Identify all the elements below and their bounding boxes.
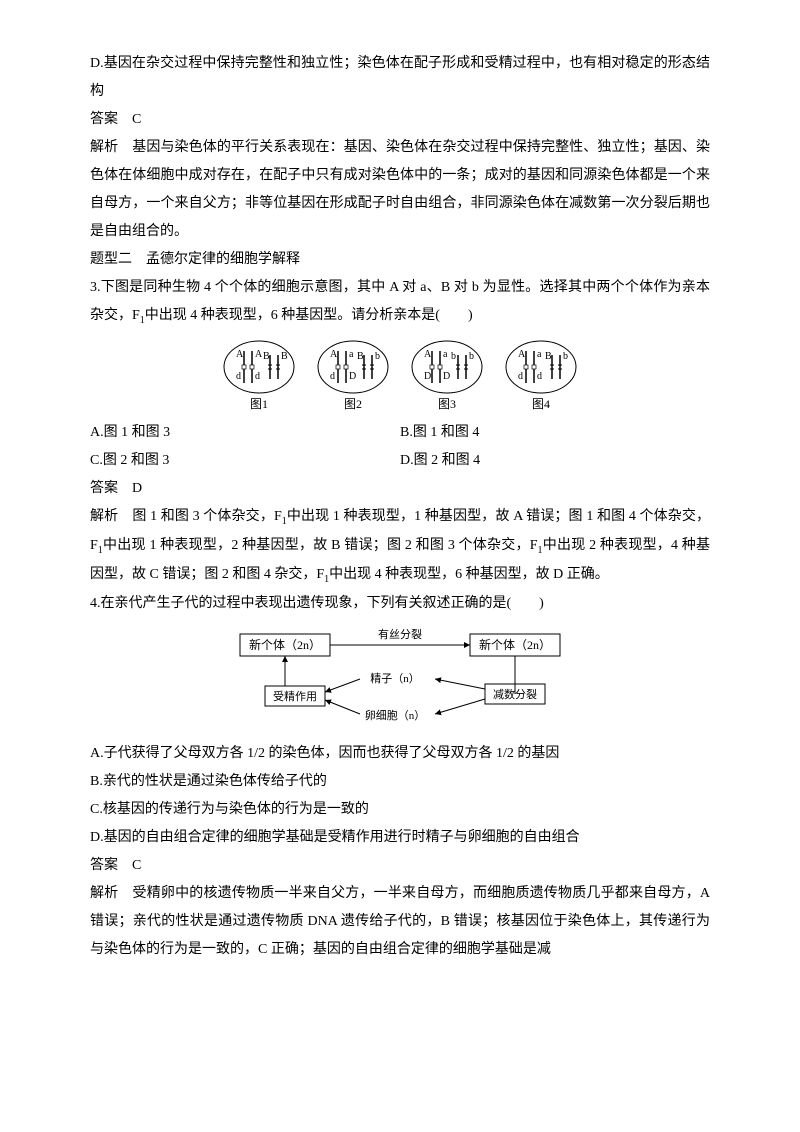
q4-opt-b: B.亲代的性状是通过染色体传给子代的	[90, 768, 710, 796]
explanation-3: 解析 图 1 和图 3 个体杂交，F1中出现 1 种表现型，1 种基因型，故 A…	[90, 503, 710, 589]
section-title-2: 题型二 孟德尔定律的细胞学解释	[90, 246, 710, 274]
question-4: 4.在亲代产生子代的过程中表现出遗传现象，下列有关叙述正确的是( )	[90, 590, 710, 618]
svg-text:新个体（2n）: 新个体（2n）	[479, 637, 551, 652]
svg-text:d: d	[255, 371, 260, 382]
explanation-1: 解析 基因与染色体的平行关系表现在：基因、染色体在杂交过程中保持完整性、独立性；…	[90, 134, 710, 246]
svg-text:d: d	[236, 371, 241, 382]
svg-text:减数分裂: 减数分裂	[493, 688, 537, 701]
q3-text-b: 中出现 4 种表现型，6 种基因型。请分析亲本是( )	[145, 308, 473, 323]
svg-text:b: b	[469, 351, 474, 362]
q3-opt-d: D.图 2 和图 4	[400, 447, 710, 475]
q3-opt-a: A.图 1 和图 3	[90, 419, 400, 447]
exp3-e: 中出现 4 种表现型，6 种基因型，故 D 正确。	[329, 567, 609, 582]
svg-text:D: D	[424, 371, 431, 382]
svg-text:新个体（2n）: 新个体（2n）	[249, 637, 321, 652]
svg-text:B: B	[545, 351, 552, 362]
svg-text:精子（n）: 精子（n）	[370, 672, 420, 685]
svg-text:B: B	[281, 351, 288, 362]
svg-text:a: a	[349, 349, 354, 360]
answer-4: 答案 C	[90, 852, 710, 880]
cell-label-3: 图3	[438, 397, 456, 411]
cell-fig-3: A D a D b b 图3	[410, 339, 484, 411]
svg-text:a: a	[537, 349, 542, 360]
svg-text:A: A	[330, 349, 338, 360]
svg-text:d: d	[537, 371, 542, 382]
svg-text:d: d	[330, 371, 335, 382]
svg-text:B: B	[263, 351, 270, 362]
cell-fig-4: A d a d B b 图4	[504, 339, 578, 411]
q3-opt-b: B.图 1 和图 4	[400, 419, 710, 447]
cell-diagram-row: A d A d B B 图1 A	[90, 339, 710, 411]
svg-text:b: b	[451, 351, 456, 362]
svg-text:B: B	[357, 351, 364, 362]
cell-fig-1: A d A d B B 图1	[222, 339, 296, 411]
svg-text:A: A	[518, 349, 526, 360]
svg-text:A: A	[424, 349, 432, 360]
svg-text:a: a	[443, 349, 448, 360]
answer-3: 答案 D	[90, 475, 710, 503]
exp3-c: 中出现 1 种表现型，2 种基因型，故 B 错误；图 2 和图 3 个体杂交，F	[103, 538, 538, 553]
svg-text:受精作用: 受精作用	[273, 690, 317, 703]
exp3-a: 解析 图 1 和图 3 个体杂交，F	[90, 509, 282, 524]
page: D.基因在杂交过程中保持完整性和独立性；染色体在配子形成和受精过程中，也有相对稳…	[0, 0, 800, 1132]
cycle-diagram: 新个体（2n） 新个体（2n） 有丝分裂 减数分裂 精子（n） 卵细胞（n） 受…	[90, 624, 710, 734]
cell-label-2: 图2	[344, 397, 362, 411]
svg-text:b: b	[375, 351, 380, 362]
svg-text:b: b	[563, 351, 568, 362]
cell-label-1: 图1	[250, 397, 268, 411]
explanation-4: 解析 受精卵中的核遗传物质一半来自父方，一半来自母方，而细胞质遗传物质几乎都来自…	[90, 880, 710, 964]
q3-options-row1: A.图 1 和图 3 B.图 1 和图 4	[90, 419, 710, 447]
svg-text:D: D	[349, 371, 356, 382]
svg-text:有丝分裂: 有丝分裂	[378, 627, 422, 641]
svg-text:d: d	[518, 371, 523, 382]
q4-opt-c: C.核基因的传递行为与染色体的行为是一致的	[90, 796, 710, 824]
svg-text:卵细胞（n）: 卵细胞（n）	[365, 709, 426, 722]
q4-opt-d: D.基因的自由组合定律的细胞学基础是受精作用进行时精子与卵细胞的自由组合	[90, 824, 710, 852]
cell-label-4: 图4	[532, 397, 550, 411]
q3-options-row2: C.图 2 和图 3 D.图 2 和图 4	[90, 447, 710, 475]
svg-text:D: D	[443, 371, 450, 382]
cell-fig-2: A d a D B b 图2	[316, 339, 390, 411]
svg-text:A: A	[255, 349, 263, 360]
question-3: 3.下图是同种生物 4 个个体的细胞示意图，其中 A 对 a、B 对 b 为显性…	[90, 274, 710, 331]
opt-d-top: D.基因在杂交过程中保持完整性和独立性；染色体在配子形成和受精过程中，也有相对稳…	[90, 50, 710, 106]
q3-opt-c: C.图 2 和图 3	[90, 447, 400, 475]
svg-text:A: A	[236, 349, 244, 360]
answer-1: 答案 C	[90, 106, 710, 134]
q4-opt-a: A.子代获得了父母双方各 1/2 的染色体，因而也获得了父母双方各 1/2 的基…	[90, 740, 710, 768]
